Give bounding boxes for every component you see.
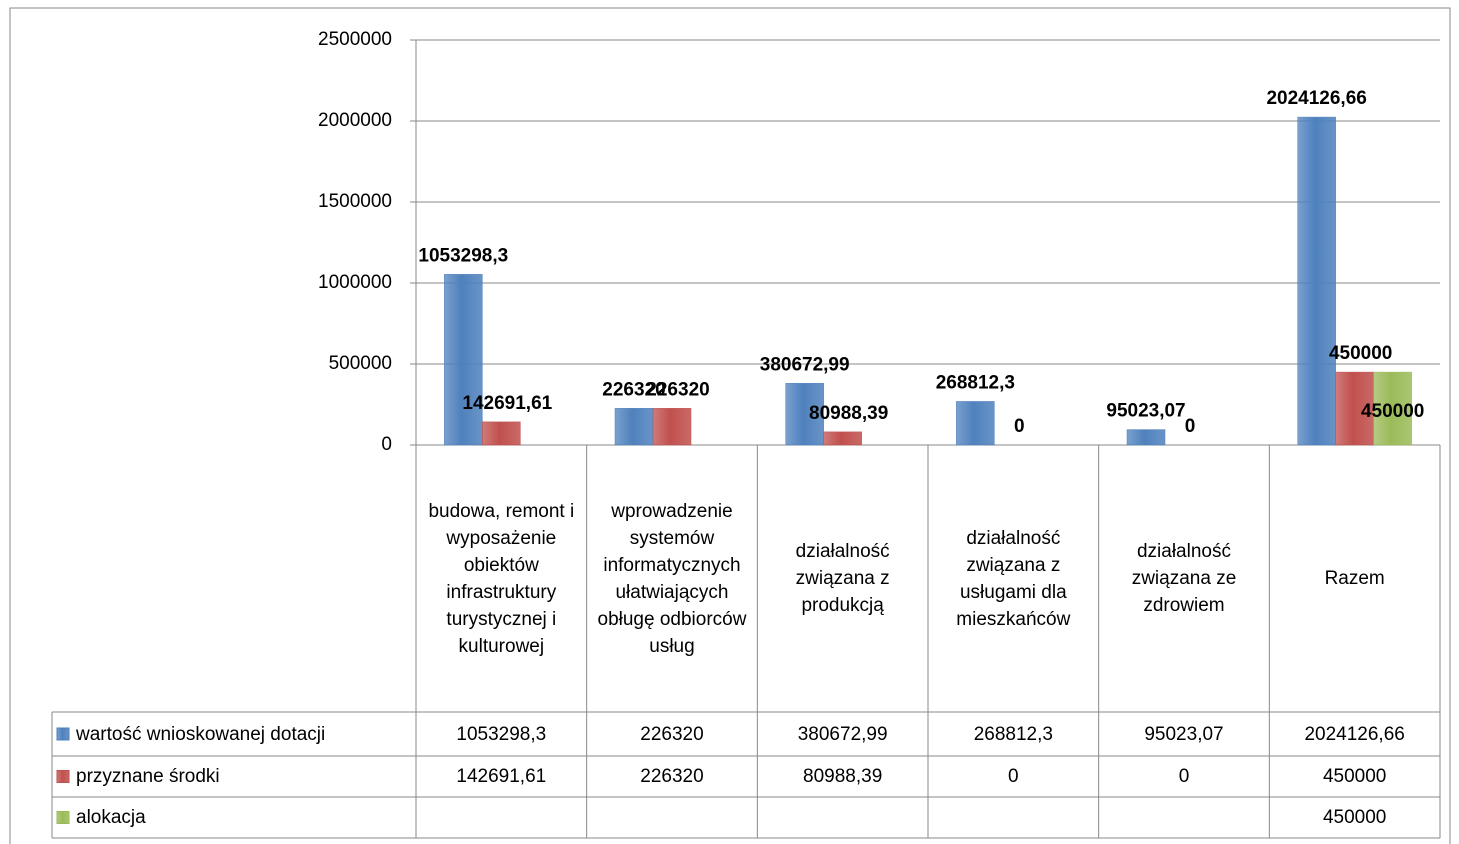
category-label: działalność związana z produkcją — [795, 541, 890, 616]
data-label: 450000 — [1361, 401, 1424, 422]
data-label: 80988,39 — [809, 403, 888, 424]
bar — [444, 274, 483, 446]
data-label: 0 — [1185, 416, 1196, 437]
legend-key — [56, 727, 70, 741]
table-cell: 0 — [1178, 766, 1190, 787]
bar — [823, 431, 862, 446]
table-cell: 0 — [1008, 766, 1019, 787]
table-cell: 226320 — [640, 766, 704, 787]
legend-key — [56, 811, 70, 824]
chart-border — [9, 7, 1451, 844]
bar — [956, 401, 995, 446]
y-tick-label: 2000000 — [318, 110, 392, 131]
category-label: Razem — [1324, 568, 1385, 589]
data-label: 226320 — [646, 379, 709, 400]
category-label: wprowadzenie systemów informatycznych uł… — [597, 500, 747, 657]
legend-entry: przyznane środki — [76, 766, 220, 787]
table-cell: 380672,99 — [797, 723, 888, 745]
bar — [1126, 429, 1166, 446]
bar — [1297, 116, 1336, 446]
data-label: 450000 — [1329, 343, 1392, 364]
table-cell: 226320 — [640, 723, 704, 745]
category-label: działalność związana z usługami dla mies… — [956, 527, 1071, 630]
y-tick-label: 1500000 — [318, 191, 392, 212]
legend-key — [56, 770, 70, 783]
table-cell: 95023,07 — [1144, 723, 1224, 745]
table-cell: 450000 — [1322, 766, 1387, 787]
data-label: 380672,99 — [760, 354, 850, 375]
data-label: 0 — [1014, 416, 1025, 437]
table-cell: 80988,39 — [803, 766, 883, 787]
y-tick-label: 500000 — [329, 353, 392, 374]
data-label: 1053298,3 — [418, 245, 508, 266]
category-label: działalność związana ze zdrowiem — [1131, 541, 1237, 616]
category-label: budowa, remont i wyposażenie obiektów in… — [428, 500, 575, 657]
table-cell: 1053298,3 — [456, 723, 547, 745]
bar — [482, 421, 521, 446]
legend-entry: alokacja — [76, 807, 146, 828]
table-cell: 2024126,66 — [1304, 723, 1405, 745]
data-label: 226320 — [602, 379, 665, 400]
y-tick-label: 1000000 — [318, 272, 392, 293]
data-label: 2024126,66 — [1266, 88, 1366, 109]
bar — [614, 408, 654, 446]
legend-entry: wartość wnioskowanej dotacji — [76, 723, 326, 745]
data-label: 95023,07 — [1106, 401, 1185, 422]
bar — [1373, 371, 1412, 446]
data-label: 142691,61 — [462, 393, 552, 414]
table-cell: 142691,61 — [456, 766, 547, 787]
table-cell: 450000 — [1322, 807, 1387, 828]
bar — [652, 408, 692, 446]
table-cell: 268812,3 — [973, 723, 1053, 745]
bar — [785, 383, 824, 446]
data-label: 268812,3 — [936, 372, 1015, 393]
bar — [1335, 371, 1374, 446]
y-tick-label: 0 — [381, 434, 392, 455]
y-tick-label: 2500000 — [318, 29, 392, 50]
